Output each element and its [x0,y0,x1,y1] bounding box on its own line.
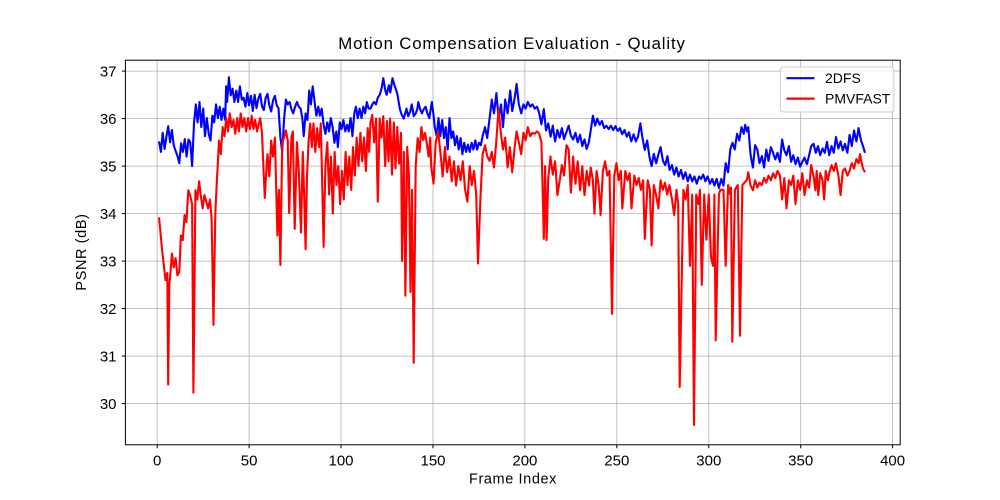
svg-text:200: 200 [512,453,537,470]
svg-text:Motion Compensation Evaluation: Motion Compensation Evaluation - Quality [338,34,685,53]
svg-text:31: 31 [100,348,117,365]
svg-text:300: 300 [696,453,721,470]
svg-text:Frame Index: Frame Index [469,471,557,487]
svg-text:50: 50 [241,453,258,470]
svg-text:0: 0 [153,453,161,470]
svg-text:350: 350 [788,453,813,470]
svg-text:33: 33 [100,253,117,270]
svg-text:PSNR (dB): PSNR (dB) [74,213,90,290]
svg-text:100: 100 [328,453,353,470]
svg-text:34: 34 [100,206,117,223]
svg-text:30: 30 [100,396,117,413]
svg-text:250: 250 [604,453,629,470]
svg-text:35: 35 [100,158,117,175]
svg-text:36: 36 [100,111,117,128]
svg-text:400: 400 [880,453,905,470]
svg-text:150: 150 [420,453,445,470]
svg-text:2DFS: 2DFS [825,70,861,86]
svg-text:32: 32 [100,301,117,318]
svg-text:PMVFAST: PMVFAST [825,90,891,106]
svg-text:37: 37 [100,63,117,80]
